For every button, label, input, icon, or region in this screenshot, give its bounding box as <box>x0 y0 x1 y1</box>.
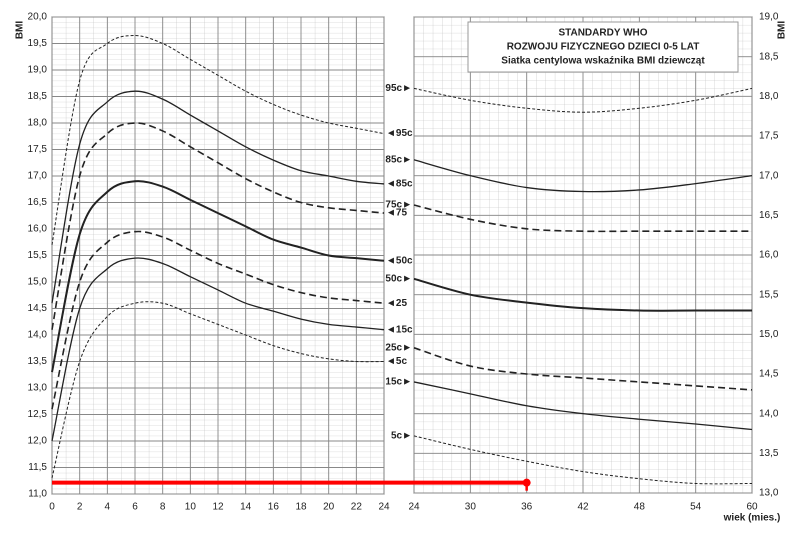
series-label: 95c► <box>385 83 412 94</box>
percentile-line <box>413 347 753 391</box>
percentile-line <box>413 159 753 193</box>
x-tick-label: 24 <box>408 502 420 513</box>
y-axis-label: BMI <box>777 21 788 40</box>
x-tick-label: 2 <box>77 502 83 513</box>
x-tick-label: 8 <box>160 502 166 513</box>
y-tick-label: 16,0 <box>759 250 779 261</box>
y-tick-label: 13,5 <box>759 448 779 459</box>
y-tick-label: 18,5 <box>759 51 779 62</box>
x-tick-label: 20 <box>323 502 335 513</box>
percentile-line <box>413 277 752 312</box>
highlight-point <box>522 478 531 487</box>
series-label: 5c► <box>391 431 412 442</box>
x-tick-label: 42 <box>577 502 589 513</box>
percentile-line <box>51 122 385 330</box>
y-tick-label: 12,0 <box>28 436 48 447</box>
y-tick-label: 14,5 <box>28 303 48 314</box>
series-label: ◄15c <box>386 324 413 335</box>
y-tick-label: 14,0 <box>759 408 779 419</box>
y-tick-label: 13,5 <box>28 356 48 367</box>
series-label: 25c► <box>385 342 412 353</box>
y-tick-label: 18,0 <box>28 118 48 129</box>
x-tick-label: 12 <box>212 502 224 513</box>
series-label: 85c► <box>385 154 412 165</box>
x-tick-label: 24 <box>378 502 390 513</box>
percentile-line <box>51 257 385 442</box>
percentile-line <box>51 90 385 304</box>
x-tick-label: 10 <box>185 502 197 513</box>
title-box <box>467 21 739 73</box>
x-tick-label: 48 <box>634 502 646 513</box>
y-tick-label: 15,5 <box>759 289 779 300</box>
percentile-line <box>51 180 385 373</box>
x-tick-label: 4 <box>105 502 111 513</box>
series-label: 50c► <box>385 273 412 284</box>
series-label: ◄50c <box>386 255 413 266</box>
y-tick-label: 17,5 <box>759 131 779 142</box>
y-tick-label: 11,5 <box>28 462 47 473</box>
y-tick-label: 19,5 <box>28 38 48 49</box>
percentile-line <box>413 381 753 431</box>
x-tick-label: 22 <box>351 502 363 513</box>
percentile-line <box>51 301 385 479</box>
y-tick-label: 17,0 <box>28 171 48 182</box>
y-tick-label: 17,0 <box>759 170 779 181</box>
y-tick-label: 19,0 <box>759 12 779 23</box>
y-tick-label: 14,5 <box>759 369 779 380</box>
chart-title: Siatka centylowa wskaźnika BMI dziewcząt <box>501 56 705 67</box>
percentile-line <box>51 35 385 245</box>
x-tick-label: 0 <box>49 502 55 513</box>
y-tick-label: 16,5 <box>28 197 48 208</box>
y-tick-label: 11,0 <box>28 489 47 500</box>
percentile-line <box>413 435 753 485</box>
series-label: ◄85c <box>386 179 413 190</box>
x-tick-label: 54 <box>690 502 702 513</box>
y-tick-label: 18,0 <box>759 91 779 102</box>
series-label: ◄5c <box>386 356 407 367</box>
x-tick-label: 36 <box>521 502 533 513</box>
x-tick-label: 18 <box>295 502 307 513</box>
y-tick-label: 16,5 <box>759 210 779 221</box>
y-tick-label: 19,0 <box>28 65 48 76</box>
chart-title: STANDARDY WHO <box>558 28 647 39</box>
x-tick-label: 16 <box>268 502 280 513</box>
y-tick-label: 13,0 <box>28 383 48 394</box>
series-label: 15c► <box>385 377 412 388</box>
y-tick-label: 12,5 <box>28 409 48 420</box>
y-tick-label: 15,0 <box>759 329 779 340</box>
y-tick-label: 16,0 <box>28 224 48 235</box>
y-tick-label: 15,0 <box>28 277 48 288</box>
y-axis-label: BMI <box>15 21 26 40</box>
percentile-line <box>413 87 753 113</box>
y-tick-label: 15,5 <box>28 250 48 261</box>
percentile-line <box>413 204 752 233</box>
series-label: ◄95c <box>386 128 413 139</box>
percentile-line <box>51 230 385 410</box>
y-tick-label: 14,0 <box>28 330 48 341</box>
x-tick-label: 60 <box>746 502 758 513</box>
y-tick-label: 17,5 <box>28 144 48 155</box>
y-tick-label: 18,5 <box>28 91 48 102</box>
x-tick-label: 6 <box>132 502 138 513</box>
series-label: ◄75 <box>386 208 407 219</box>
y-tick-label: 13,0 <box>759 488 779 499</box>
series-label: ◄25 <box>386 298 407 309</box>
y-tick-label: 20,0 <box>28 12 48 23</box>
x-axis-label: wiek (mies.) <box>723 513 781 524</box>
x-tick-label: 30 <box>465 502 477 513</box>
x-tick-label: 14 <box>240 502 252 513</box>
series-label: 75c► <box>385 200 412 211</box>
chart-title: ROZWOJU FIZYCZNEGO DZIECI 0-5 LAT <box>507 42 700 53</box>
